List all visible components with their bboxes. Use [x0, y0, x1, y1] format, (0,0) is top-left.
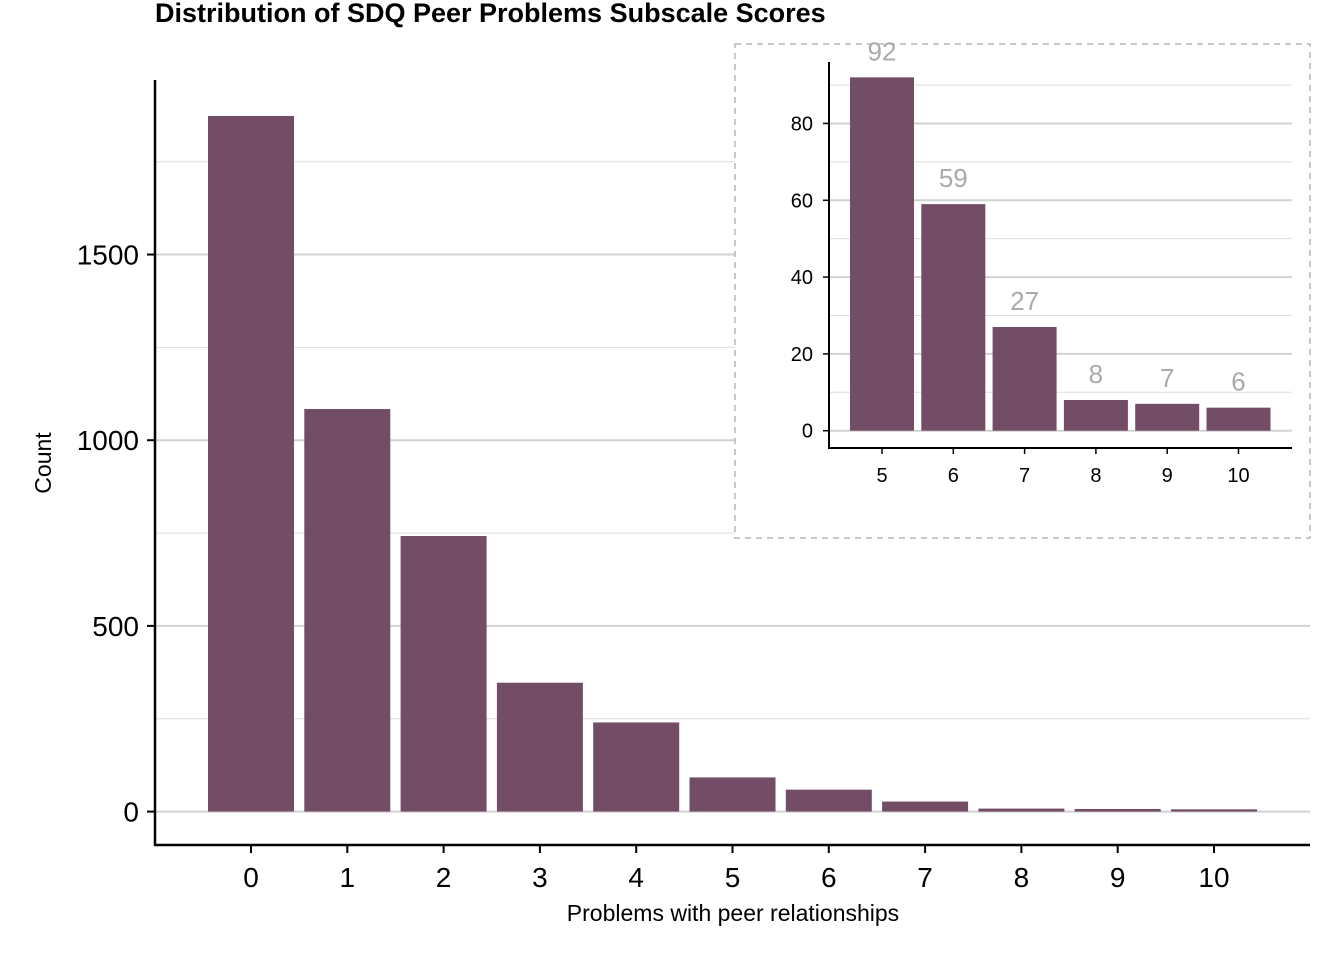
inset-chart: 92 59 27 8 7 6 0 20 40 60 80 5 6 7 8 9 10: [734, 36, 1311, 539]
inset-x-tick-label: 9: [1162, 465, 1173, 487]
bar-7: [882, 801, 969, 812]
bar-5: [689, 777, 776, 812]
bar-8: [978, 808, 1065, 812]
bar-2: [400, 536, 487, 812]
main-x-tick-label: 2: [436, 862, 452, 893]
inset-data-label: 27: [1010, 286, 1039, 316]
main-x-tick-label: 1: [340, 862, 356, 893]
y-axis-title: Count: [30, 432, 56, 494]
inset-panel: [734, 43, 1311, 539]
inset-y-tick-label: 80: [791, 113, 813, 135]
inset-bar-6: [921, 204, 986, 431]
main-y-tick-label: 0: [123, 797, 139, 828]
inset-data-label: 7: [1160, 363, 1174, 393]
main-x-tick-label: 8: [1014, 862, 1030, 893]
main-y-ticks: 0 500 1000 1500: [77, 240, 155, 828]
main-x-ticks: 0 1 2 3 4 5 6 7 8 9 10: [243, 845, 1230, 893]
inset-x-tick-label: 5: [876, 465, 887, 487]
bar-3: [496, 682, 583, 812]
main-x-tick-label: 4: [628, 862, 644, 893]
inset-bar-10: [1206, 407, 1271, 431]
inset-data-label: 59: [939, 163, 968, 193]
bar-10: [1171, 809, 1257, 812]
bar-9: [1074, 808, 1161, 812]
main-y-tick-label: 500: [92, 611, 139, 642]
main-x-tick-label: 0: [243, 862, 259, 893]
inset-y-tick-label: 40: [791, 267, 813, 289]
chart-title: Distribution of SDQ Peer Problems Subsca…: [155, 0, 826, 28]
inset-y-tick-label: 60: [791, 190, 813, 212]
inset-x-tick-label: 7: [1019, 465, 1030, 487]
main-y-tick-label: 1500: [77, 240, 139, 271]
inset-y-tick-label: 20: [791, 344, 813, 366]
inset-x-ticks: 5 6 7 8 9 10: [876, 448, 1250, 487]
inset-x-tick-label: 6: [948, 465, 959, 487]
main-x-tick-label: 6: [821, 862, 837, 893]
bar-1: [304, 409, 391, 812]
main-bars: [208, 116, 1257, 812]
inset-x-tick-label: 8: [1090, 465, 1101, 487]
main-y-tick-label: 1000: [77, 425, 139, 456]
bar-6: [785, 789, 872, 812]
inset-x-tick-label: 10: [1227, 465, 1249, 487]
inset-bar-5: [850, 77, 914, 431]
bar-0: [208, 116, 294, 812]
bar-4: [593, 722, 680, 812]
inset-bars: [850, 77, 1271, 431]
inset-y-ticks: 0 20 40 60 80: [791, 113, 829, 443]
inset-y-tick-label: 0: [802, 421, 813, 443]
inset-data-label: 92: [868, 36, 897, 66]
inset-data-label: 8: [1089, 359, 1103, 389]
main-x-tick-label: 5: [725, 862, 741, 893]
inset-data-labels: 92 59 27 8 7 6: [868, 36, 1246, 396]
inset-bar-8: [1063, 399, 1128, 431]
main-x-tick-label: 7: [917, 862, 933, 893]
x-axis-title: Problems with peer relationships: [567, 900, 899, 926]
inset-data-label: 6: [1231, 367, 1245, 397]
main-x-tick-label: 9: [1110, 862, 1126, 893]
inset-bar-7: [992, 327, 1057, 431]
inset-bar-9: [1135, 403, 1200, 431]
inset-axes: [828, 62, 1292, 449]
main-x-tick-label: 10: [1198, 862, 1229, 893]
main-x-tick-label: 3: [532, 862, 548, 893]
